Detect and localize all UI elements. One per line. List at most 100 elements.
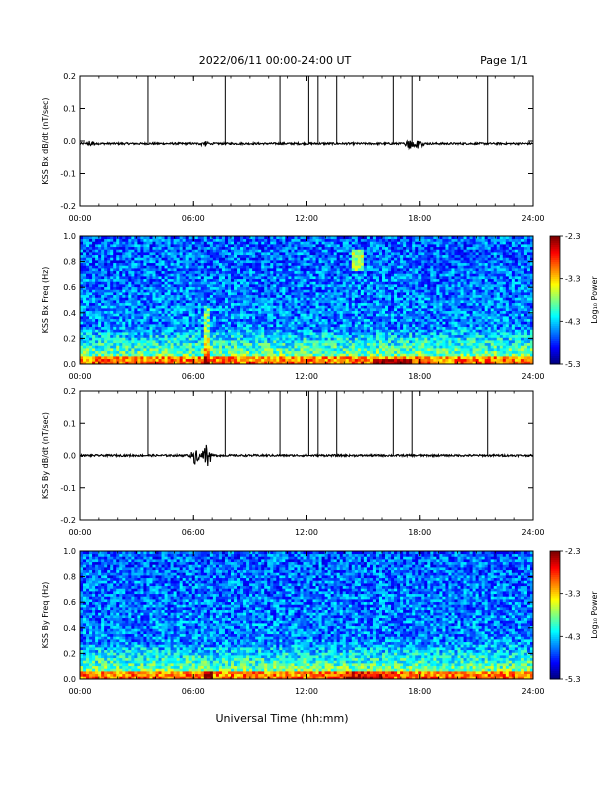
heatmap-cell [339,337,344,341]
heatmap-cell [158,334,162,338]
heatmap-cell [300,241,304,245]
heatmap-cell [167,308,171,312]
heatmap-cell [258,324,262,328]
heatmap-cell [113,305,117,309]
heatmap-cell [224,345,229,349]
heatmap-cell [237,268,241,272]
heatmap-cell [339,316,344,320]
heatmap-cell [161,332,165,336]
heatmap-cell [360,340,365,344]
heatmap-cell [264,353,268,357]
heatmap-cell [354,337,359,341]
heatmap-cell [215,353,220,357]
heatmap-cell [240,308,244,312]
heatmap-cell [339,286,344,290]
heatmap-cell [363,321,368,325]
heatmap-cell [200,292,205,296]
heatmap-cell [330,348,335,352]
heatmap-cell [140,324,144,328]
heatmap-cell [270,326,274,330]
heatmap-cell [333,310,338,314]
heatmap-cell [167,300,171,304]
heatmap-cell [131,356,135,360]
heatmap-cell [98,334,102,338]
heatmap-cell [206,252,211,256]
heatmap-cell [158,348,162,352]
heatmap-cell [227,334,232,338]
heatmap-cell [176,340,181,344]
heatmap-cell [209,342,214,346]
heatmap-cell [212,308,217,312]
heatmap-cell [212,310,217,314]
heatmap-cell [215,308,220,312]
heatmap-cell [303,308,307,312]
heatmap-cell [155,289,159,293]
heatmap-cell [309,358,313,362]
heatmap-cell [294,241,298,245]
heatmap-cell [240,252,244,256]
heatmap-cell [98,324,102,328]
heatmap-cell [282,308,286,312]
heatmap-cell [339,300,344,304]
heatmap-cell [306,334,310,338]
heatmap-cell [212,353,217,357]
heatmap-cell [285,236,289,240]
heatmap-cell [164,342,168,346]
heatmap-cell [279,316,283,320]
heatmap-cell [107,273,111,277]
heatmap-cell [221,316,226,320]
heatmap-cell [312,286,316,290]
heatmap-cell [264,270,268,274]
y-tick-label: 0.2 [63,72,76,81]
heatmap-cell [101,332,105,336]
heatmap-cell [116,273,120,277]
heatmap-cell [188,284,193,288]
heatmap-cell [240,241,244,245]
heatmap-cell [249,241,253,245]
heatmap-cell [279,300,283,304]
heatmap-cell [170,249,175,253]
heatmap-cell [110,276,114,280]
heatmap-cell [309,350,313,354]
heatmap-cell [285,284,289,288]
heatmap-cell [110,358,114,362]
heatmap-cell [315,257,319,261]
heatmap-cell [158,337,162,341]
heatmap-cell [215,268,220,272]
heatmap-cell [273,270,277,274]
heatmap-cell [119,334,123,338]
heatmap-cell [348,340,353,344]
heatmap-cell [282,286,286,290]
heatmap-cell [333,236,338,240]
heatmap-cell [321,241,326,245]
heatmap-cell [258,268,262,272]
heatmap-cell [333,356,338,360]
heatmap-cell [345,268,350,272]
heatmap-cell [116,297,120,301]
heatmap-cell [231,342,235,346]
heatmap-cell [203,334,208,338]
heatmap-cell [170,337,175,341]
heatmap-cell [315,281,319,285]
heatmap-cell [128,236,132,240]
heatmap-cell [215,348,220,352]
heatmap-cell [279,260,283,264]
heatmap-cell [366,252,371,256]
heatmap-cell [212,318,217,322]
heatmap-cell [255,260,259,264]
heatmap-cell [312,350,316,354]
heatmap-cell [197,337,202,341]
heatmap-cell [372,254,377,258]
heatmap-cell [92,310,96,314]
heatmap-cell [197,236,202,240]
heatmap-cell [137,358,141,362]
heatmap-cell [378,329,383,333]
heatmap-cell [369,297,374,301]
heatmap-cell [333,337,338,341]
heatmap-cell [209,246,214,250]
heatmap-cell [206,353,211,357]
heatmap-cell [246,340,250,344]
heatmap-cell [237,332,241,336]
heatmap-cell [279,310,283,314]
heatmap-cell [273,313,277,317]
